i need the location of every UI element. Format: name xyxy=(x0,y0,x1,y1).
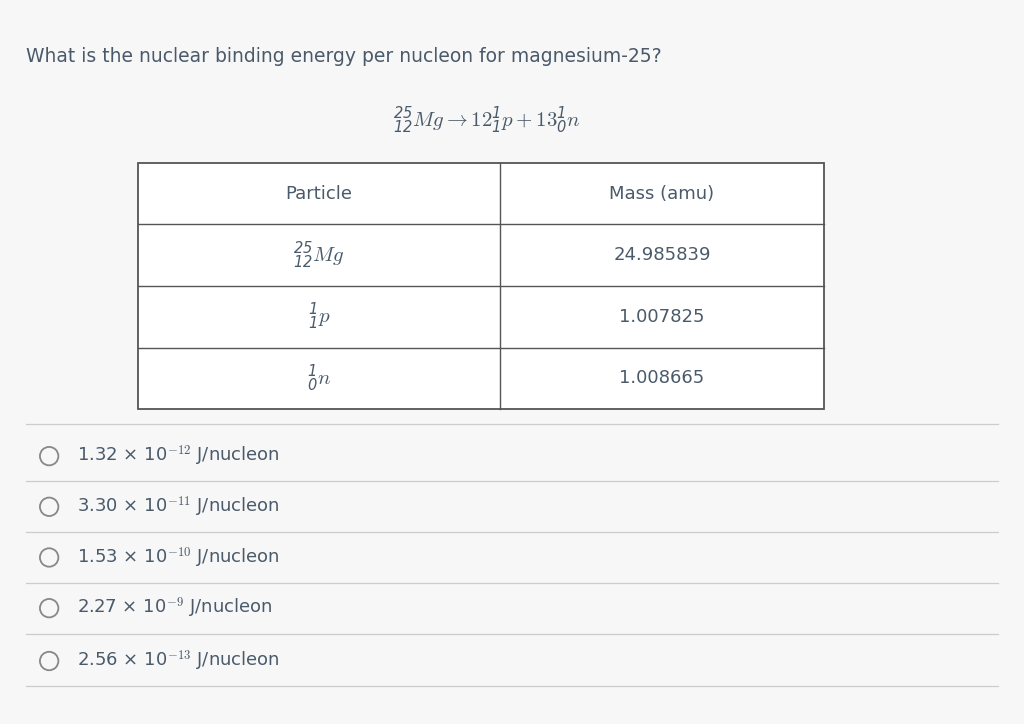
Text: 1.008665: 1.008665 xyxy=(620,369,705,387)
Text: $\mathregular{^{25}_{12}}Mg$: $\mathregular{^{25}_{12}}Mg$ xyxy=(293,240,345,271)
Text: 2.27 × 10$^{-9}$ J/nucleon: 2.27 × 10$^{-9}$ J/nucleon xyxy=(77,596,272,620)
Text: What is the nuclear binding energy per nucleon for magnesium-25?: What is the nuclear binding energy per n… xyxy=(26,47,662,66)
Text: Particle: Particle xyxy=(286,185,352,203)
Text: 1.007825: 1.007825 xyxy=(620,308,705,326)
Text: 24.985839: 24.985839 xyxy=(613,246,711,264)
Text: $\mathregular{^{1}_{0}}n$: $\mathregular{^{1}_{0}}n$ xyxy=(307,363,331,394)
Text: 1.32 × 10$^{-12}$ J/nucleon: 1.32 × 10$^{-12}$ J/nucleon xyxy=(77,444,280,468)
Text: 1.53 × 10$^{-10}$ J/nucleon: 1.53 × 10$^{-10}$ J/nucleon xyxy=(77,545,280,570)
Text: $\mathregular{^{25}_{12}}Mg \rightarrow 12\mathregular{^{1}_{1}}p + 13\mathregul: $\mathregular{^{25}_{12}}Mg \rightarrow … xyxy=(392,105,581,136)
Text: 2.56 × 10$^{-13}$ J/nucleon: 2.56 × 10$^{-13}$ J/nucleon xyxy=(77,649,280,673)
Text: $\mathregular{^{1}_{1}}p$: $\mathregular{^{1}_{1}}p$ xyxy=(308,301,330,332)
Text: 3.30 × 10$^{-11}$ J/nucleon: 3.30 × 10$^{-11}$ J/nucleon xyxy=(77,494,280,519)
Text: Mass (amu): Mass (amu) xyxy=(609,185,715,203)
Bar xyxy=(138,163,824,409)
